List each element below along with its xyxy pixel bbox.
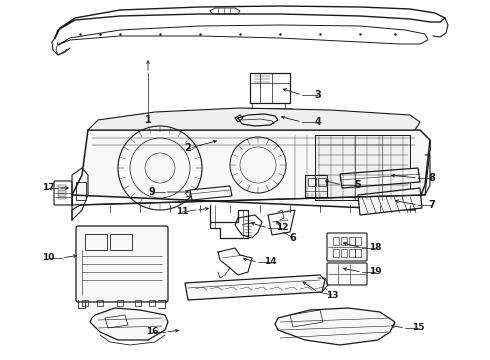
Text: 8: 8 bbox=[429, 173, 436, 183]
Bar bbox=[349, 249, 355, 257]
FancyBboxPatch shape bbox=[327, 233, 367, 261]
Text: 6: 6 bbox=[290, 233, 296, 243]
Text: 9: 9 bbox=[148, 187, 155, 197]
FancyBboxPatch shape bbox=[327, 263, 367, 285]
Bar bbox=[349, 237, 355, 245]
Bar bbox=[110, 234, 132, 250]
Polygon shape bbox=[90, 308, 168, 340]
Bar bbox=[58, 188, 66, 190]
Text: 19: 19 bbox=[368, 267, 381, 276]
Bar bbox=[58, 194, 66, 196]
FancyBboxPatch shape bbox=[76, 226, 168, 302]
Bar bbox=[341, 249, 347, 257]
Text: 12: 12 bbox=[276, 224, 288, 233]
Polygon shape bbox=[185, 275, 325, 300]
Text: 16: 16 bbox=[146, 328, 158, 337]
Text: 14: 14 bbox=[264, 257, 276, 266]
Bar bbox=[341, 237, 347, 245]
Text: 2: 2 bbox=[185, 143, 192, 153]
Polygon shape bbox=[268, 210, 295, 235]
Text: 18: 18 bbox=[369, 243, 381, 252]
Polygon shape bbox=[190, 186, 232, 200]
Text: 11: 11 bbox=[176, 207, 188, 216]
Bar bbox=[58, 191, 66, 193]
Text: 1: 1 bbox=[145, 115, 151, 125]
Text: 17: 17 bbox=[42, 184, 54, 193]
Bar bbox=[355, 249, 361, 257]
Bar bbox=[355, 237, 361, 245]
Polygon shape bbox=[358, 188, 422, 215]
Bar bbox=[250, 73, 290, 103]
Text: 15: 15 bbox=[412, 324, 424, 333]
Bar bbox=[333, 249, 339, 257]
Polygon shape bbox=[72, 130, 430, 210]
Text: 7: 7 bbox=[429, 200, 436, 210]
Bar bbox=[58, 197, 66, 199]
Polygon shape bbox=[275, 308, 395, 345]
Bar bbox=[305, 175, 327, 197]
Bar bbox=[76, 182, 86, 200]
Text: 4: 4 bbox=[315, 117, 321, 127]
Text: 10: 10 bbox=[42, 253, 54, 262]
Bar bbox=[85, 234, 107, 250]
Polygon shape bbox=[88, 108, 420, 130]
Bar bbox=[308, 178, 316, 186]
Bar bbox=[58, 185, 66, 187]
Bar bbox=[315, 135, 410, 200]
Bar bbox=[333, 237, 339, 245]
Bar bbox=[318, 178, 326, 186]
Text: 13: 13 bbox=[326, 291, 338, 300]
Text: 3: 3 bbox=[315, 90, 321, 100]
Polygon shape bbox=[340, 168, 420, 188]
Text: 5: 5 bbox=[355, 180, 362, 190]
